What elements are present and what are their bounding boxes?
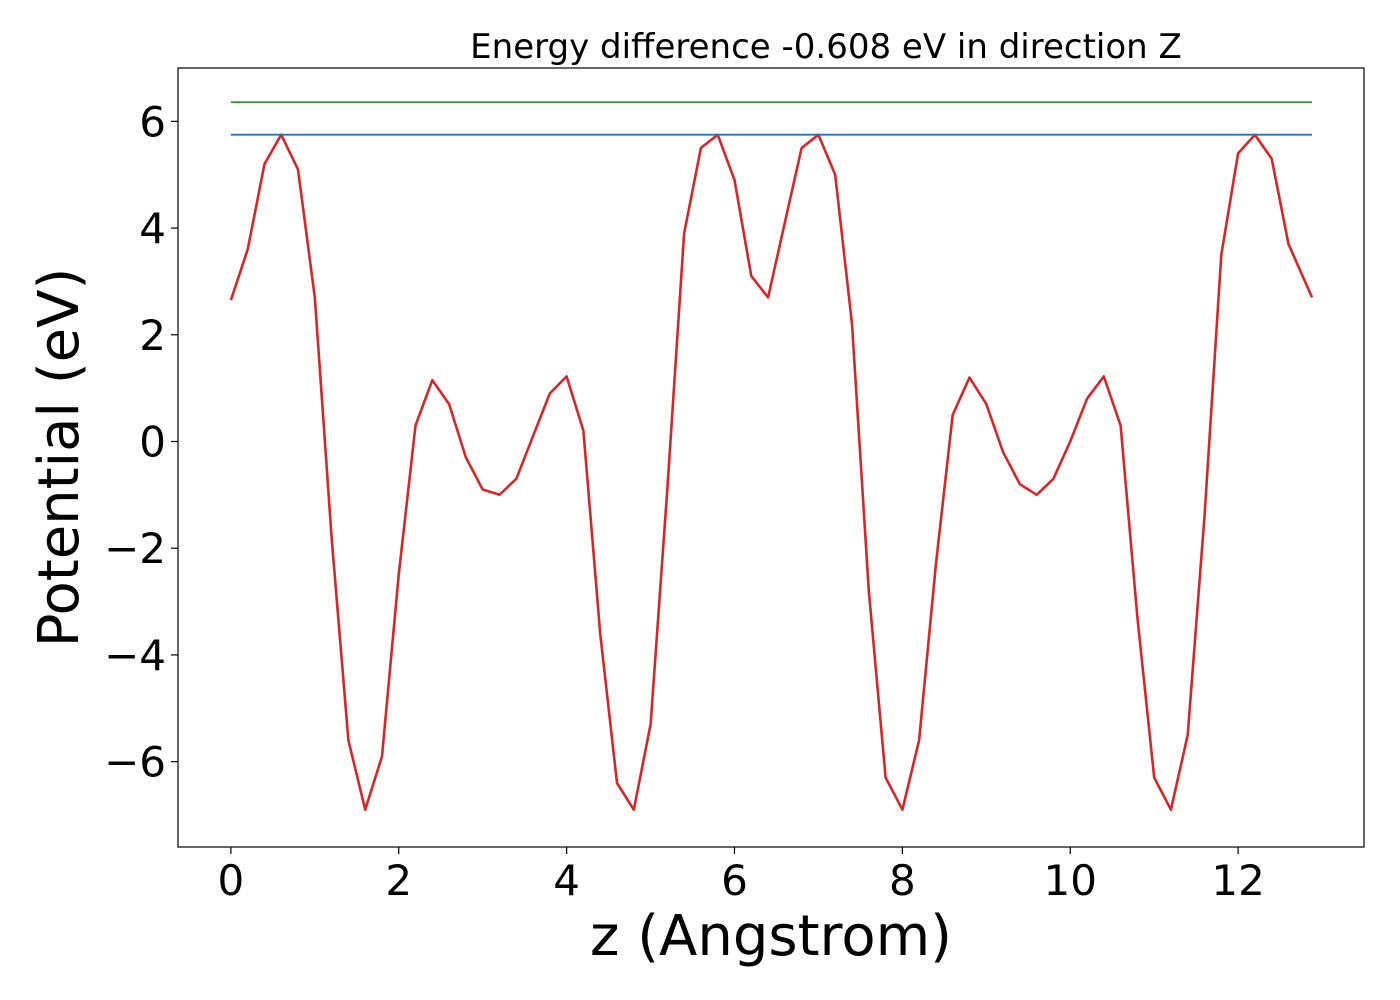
- series-line-1: [229, 133, 1314, 812]
- x-axis-ticks: 0 2 4 6 8 10 12: [218, 847, 1265, 905]
- y-tick-label: −6: [104, 738, 166, 787]
- y-axis-label: Potential (eV): [27, 268, 92, 648]
- x-tick-label: 0: [218, 856, 245, 905]
- series-layer: [229, 101, 1314, 812]
- y-tick-label: 2: [139, 311, 166, 360]
- y-tick-label: 0: [139, 417, 166, 466]
- y-axis-ticks: −6 −4 −2 0 2 4 6: [104, 97, 178, 787]
- y-tick-label: −2: [104, 524, 166, 573]
- x-tick-label: 2: [385, 856, 412, 905]
- x-tick-label: 8: [889, 856, 916, 905]
- plot-area-frame: [177, 67, 1365, 848]
- x-tick-label: 6: [721, 856, 748, 905]
- x-tick-label: 12: [1211, 856, 1264, 905]
- y-tick-label: −4: [104, 631, 166, 680]
- y-tick-label: 4: [139, 204, 166, 253]
- x-tick-label: 10: [1044, 856, 1097, 905]
- x-axis-label: z (Angstrom): [590, 904, 952, 969]
- chart-title: Energy difference -0.608 eV in direction…: [470, 27, 1182, 67]
- x-tick-label: 4: [553, 856, 580, 905]
- y-tick-label: 6: [139, 97, 166, 146]
